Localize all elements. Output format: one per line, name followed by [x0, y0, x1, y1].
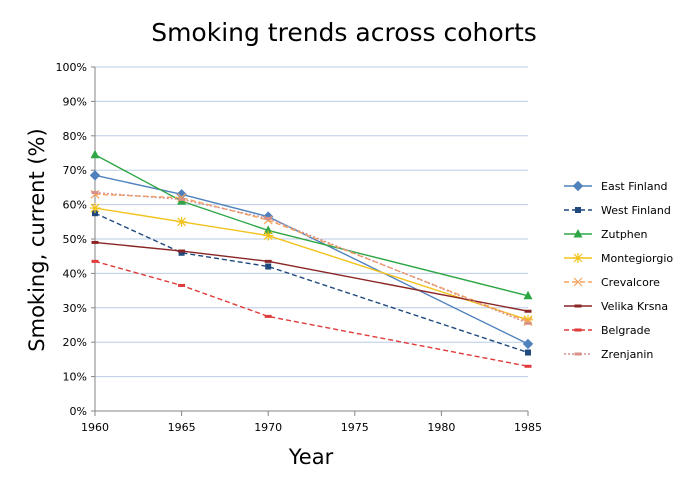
x-tick-label: 1960	[81, 421, 109, 434]
legend-label: Crevalcore	[601, 276, 660, 289]
data-point-west-finland	[525, 349, 531, 356]
legend-item-crevalcore: Crevalcore	[564, 276, 660, 289]
series-line-belgrade	[94, 260, 529, 367]
data-point-velika-krsna	[264, 259, 272, 263]
legend-label: Zutphen	[601, 228, 648, 241]
data-point-zutphen	[263, 225, 273, 234]
data-point-belgrade	[178, 283, 186, 287]
y-tick-label: 0%	[70, 405, 87, 418]
y-tick-label: 30%	[63, 302, 87, 315]
data-point-west-finland	[265, 263, 272, 270]
series-belgrade	[91, 259, 532, 368]
legend-label: East Finland	[601, 180, 668, 193]
x-tick-label: 1970	[254, 421, 282, 434]
data-point-west-finland	[178, 249, 185, 256]
y-axis-label: Smoking, current (%)	[25, 128, 49, 351]
series-zutphen	[90, 149, 533, 300]
data-point-zrenjanin	[91, 191, 99, 195]
data-point-montegiorgio	[263, 230, 274, 241]
legend-item-zrenjanin: Zrenjanin	[564, 348, 653, 361]
marker-stroke	[573, 277, 583, 287]
x-tick-label: 1980	[427, 421, 455, 434]
legend-label: West Finland	[601, 204, 671, 217]
data-point-montegiorgio	[176, 216, 187, 227]
y-tick-label: 20%	[63, 336, 87, 349]
data-point-belgrade	[264, 314, 272, 318]
data-point-zutphen	[90, 149, 100, 159]
y-tick-label: 100%	[56, 61, 87, 74]
data-point-velika-krsna	[178, 249, 186, 253]
x-tick-label: 1965	[168, 421, 196, 434]
y-tick-label: 70%	[63, 164, 87, 177]
legend-marker	[574, 328, 582, 332]
legend-label: Montegiorgio	[601, 252, 673, 265]
y-tick-label: 90%	[63, 95, 87, 108]
legend-label: Velika Krsna	[601, 300, 668, 313]
legend-marker	[573, 277, 583, 287]
axes: 0% 10% 20% 30% 40% 50% 60% 70% 80% 90% 100% 1960 196…	[56, 61, 542, 434]
y-tick-label: 50%	[63, 233, 87, 246]
legend-marker	[574, 352, 582, 356]
y-tick-label: 40%	[63, 267, 87, 280]
legend-item-west-finland: West Finland	[564, 204, 671, 217]
series-velika-krsna	[91, 240, 532, 313]
legend-item-belgrade: Belgrade	[564, 324, 651, 337]
x-tick-label: 1985	[514, 421, 542, 434]
data-point-zrenjanin	[524, 321, 532, 325]
legend-marker	[572, 180, 584, 192]
data-point-zrenjanin	[178, 197, 186, 201]
legend-label: Zrenjanin	[601, 348, 653, 361]
series-line-crevalcore	[94, 193, 529, 323]
data-point-west-finland	[92, 210, 98, 217]
legend-item-velika-krsna: Velika Krsna	[564, 300, 668, 313]
legend-label: Belgrade	[601, 324, 651, 337]
y-tick-label: 10%	[63, 371, 87, 384]
x-axis-label: Year	[288, 445, 334, 469]
legend-item-montegiorgio: Montegiorgio	[564, 252, 673, 265]
data-point-velika-krsna	[524, 309, 532, 313]
data-point-belgrade	[524, 364, 532, 368]
series-line-east-finland	[94, 174, 529, 345]
x-tick-label: 1975	[341, 421, 369, 434]
data-point-zrenjanin	[264, 216, 272, 220]
data-point-east-finland	[522, 338, 534, 350]
y-tick-label: 80%	[63, 130, 87, 143]
data-point-montegiorgio	[90, 203, 100, 214]
data-point-zutphen	[523, 290, 533, 300]
series-zrenjanin	[91, 191, 532, 325]
legend-item-zutphen: Zutphen	[564, 228, 648, 241]
legend-item-east-finland: East Finland	[564, 180, 668, 193]
series-line-velika-krsna	[94, 241, 529, 312]
series-line-zutphen	[94, 154, 529, 297]
series-line-west-finland	[94, 212, 529, 354]
legend-marker	[575, 207, 581, 213]
series-layer	[89, 149, 534, 368]
series-west-finland	[92, 210, 531, 356]
series-line-montegiorgio	[94, 207, 529, 321]
legend-marker	[573, 229, 583, 238]
data-point-east-finland	[89, 170, 101, 181]
data-point-belgrade	[91, 259, 99, 263]
series-crevalcore	[90, 189, 533, 326]
legend: East Finland West Finland Zutphen Montegior…	[564, 180, 673, 361]
gridlines	[95, 66, 528, 378]
y-tick-label: 60%	[63, 199, 87, 212]
data-point-velika-krsna	[91, 240, 99, 244]
legend-marker	[574, 304, 582, 308]
chart-title: Smoking trends across cohorts	[151, 18, 537, 47]
legend-marker	[573, 253, 583, 263]
